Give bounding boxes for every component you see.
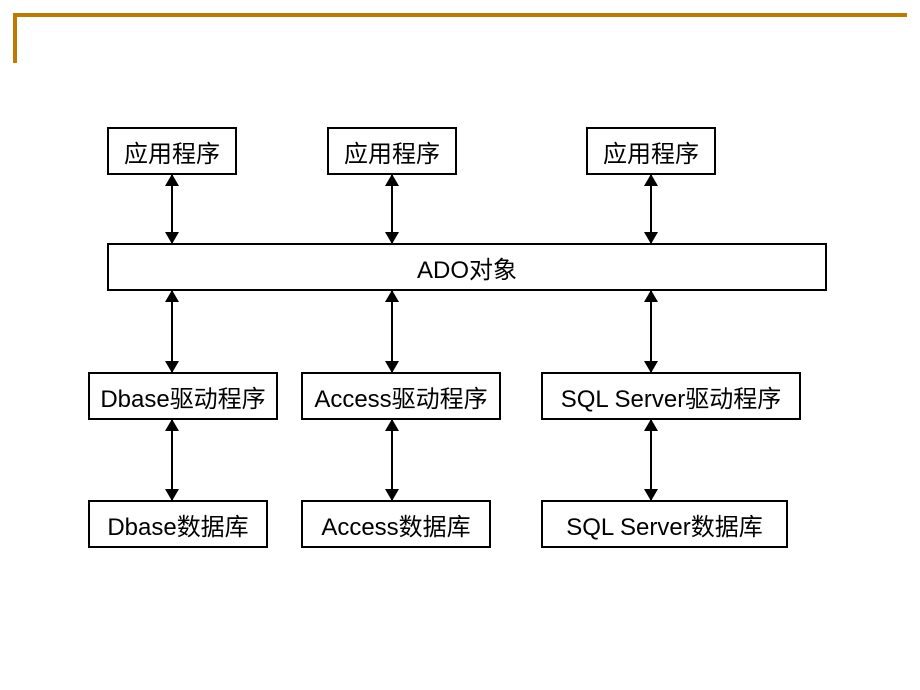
edge-app1-ado (171, 175, 173, 243)
edge-ado-drv1 (171, 291, 173, 372)
node-label: Dbase数据库 (107, 507, 248, 542)
node-label: 应用程序 (124, 134, 220, 169)
edge-drv2-db2 (391, 420, 393, 500)
node-db-access: Access数据库 (301, 500, 491, 548)
node-driver-access: Access驱动程序 (301, 372, 501, 420)
node-label: ADO对象 (417, 250, 517, 285)
edge-app3-ado (650, 175, 652, 243)
node-db-dbase: Dbase数据库 (88, 500, 268, 548)
node-app-3: 应用程序 (586, 127, 716, 175)
node-label: 应用程序 (344, 134, 440, 169)
node-label: Access驱动程序 (314, 379, 487, 414)
node-driver-sqlserver: SQL Server驱动程序 (541, 372, 801, 420)
node-label: Access数据库 (321, 507, 470, 542)
node-label: SQL Server驱动程序 (561, 379, 782, 414)
node-app-2: 应用程序 (327, 127, 457, 175)
edge-app2-ado (391, 175, 393, 243)
edge-drv1-db1 (171, 420, 173, 500)
edge-drv3-db3 (650, 420, 652, 500)
slide-corner-frame (13, 13, 907, 63)
node-label: SQL Server数据库 (566, 507, 763, 542)
edge-ado-drv3 (650, 291, 652, 372)
edge-ado-drv2 (391, 291, 393, 372)
node-driver-dbase: Dbase驱动程序 (88, 372, 278, 420)
node-label: Dbase驱动程序 (100, 379, 265, 414)
node-label: 应用程序 (603, 134, 699, 169)
node-app-1: 应用程序 (107, 127, 237, 175)
node-ado: ADO对象 (107, 243, 827, 291)
node-db-sqlserver: SQL Server数据库 (541, 500, 788, 548)
